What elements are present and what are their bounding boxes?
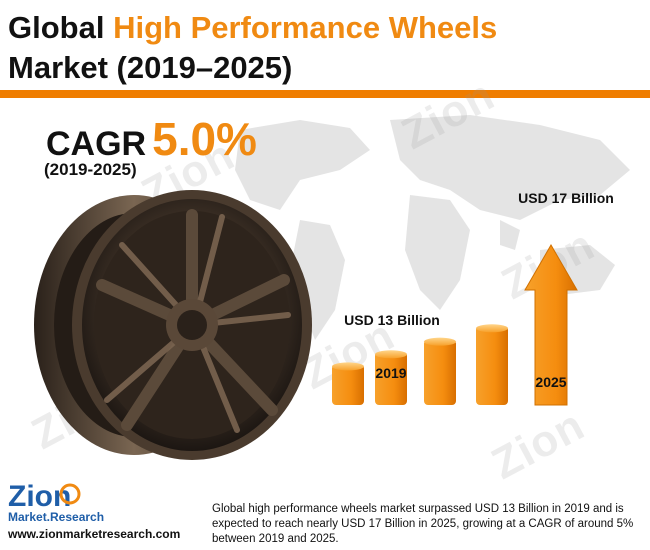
bar-step-1 <box>375 352 407 405</box>
header-divider <box>0 90 650 98</box>
website-url: www.zionmarketresearch.com <box>8 527 181 541</box>
logo-brand-sub: Market.Research <box>8 510 104 524</box>
bar-2019 <box>332 364 364 405</box>
page-title: Global High Performance Wheels Market (2… <box>8 8 628 88</box>
cagr-block: CAGR 5.0% <box>46 112 257 166</box>
annotation-value-2025: USD 17 Billion <box>518 190 614 206</box>
year-label-2019: 2019 <box>375 365 406 381</box>
bar-step-3 <box>476 326 508 405</box>
title-accent: High Performance Wheels <box>113 10 498 45</box>
bar-top-highlight <box>424 337 456 346</box>
wheel-illustration <box>34 190 312 460</box>
bar-2025 <box>524 244 578 406</box>
year-label-2025: 2025 <box>535 374 566 390</box>
bar-top-highlight <box>332 362 364 371</box>
zion-logo: Zion Market.Research <box>8 480 104 524</box>
title-line2: Market (2019–2025) <box>8 50 293 85</box>
cagr-label: CAGR <box>46 125 147 163</box>
market-description: Global high performance wheels market su… <box>212 503 634 545</box>
bar-top-highlight <box>375 350 407 359</box>
title-prefix: Global <box>8 10 114 45</box>
cagr-period: (2019-2025) <box>44 160 137 179</box>
bar-step-2 <box>424 339 456 405</box>
bar-top-highlight <box>476 324 508 333</box>
annotation-value-2019: USD 13 Billion <box>344 312 440 328</box>
cagr-value: 5.0% <box>152 113 257 165</box>
